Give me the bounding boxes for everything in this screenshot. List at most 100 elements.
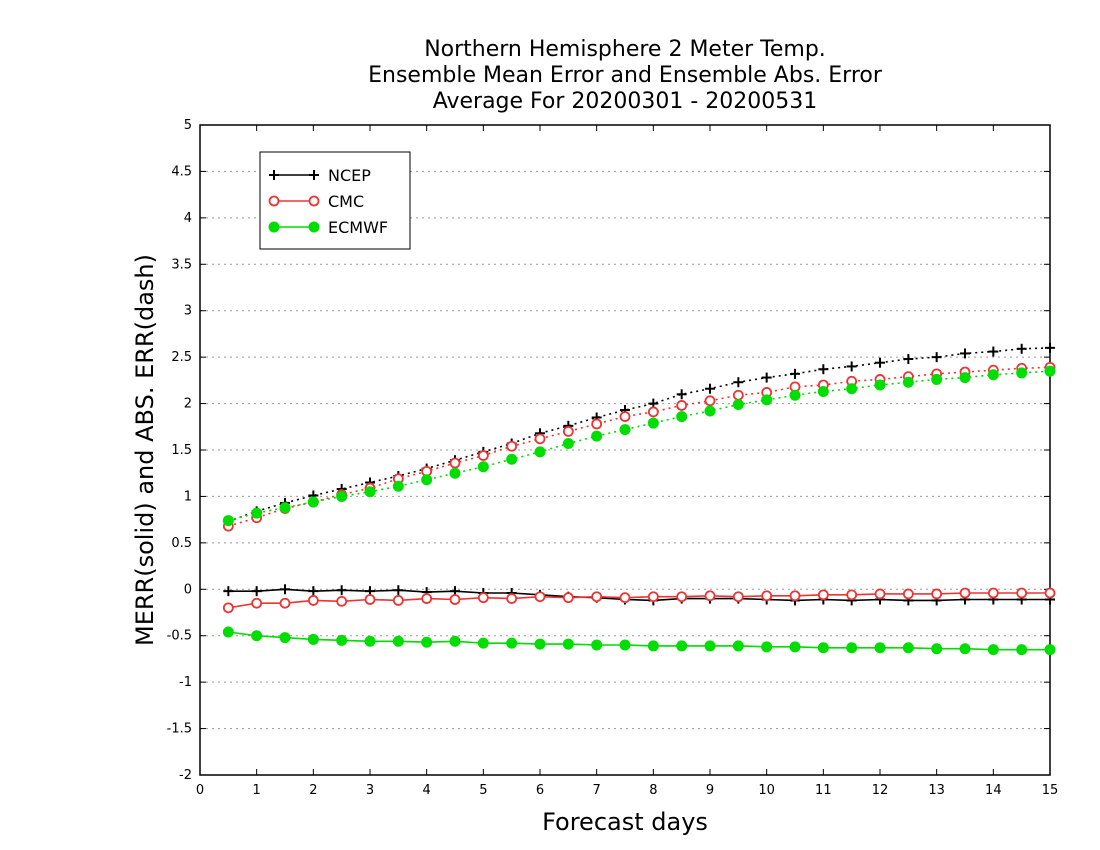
ecmwf-merr-point <box>421 636 433 648</box>
cmc-merr-point <box>279 597 291 609</box>
legend-label: ECMWF <box>328 218 388 237</box>
ecmwf-abs-err-point <box>619 424 631 436</box>
x-tick-label: 8 <box>649 783 657 798</box>
ecmwf-abs-err-point <box>562 438 574 449</box>
chart-title-line-2: Ensemble Mean Error and Ensemble Abs. Er… <box>368 63 882 88</box>
ecmwf-merr-point <box>279 632 291 644</box>
ncep-abs-err-point <box>1045 342 1055 353</box>
ecmwf-abs-err-point <box>987 369 999 381</box>
y-tick-label: 0 <box>184 582 192 597</box>
cmc-abs-err-point <box>562 426 574 437</box>
y-tick-label: -0.5 <box>167 629 192 644</box>
ecmwf-abs-err-point <box>251 507 263 519</box>
ncep-abs-err-point <box>1016 343 1027 354</box>
y-tick-label: 3.5 <box>171 257 192 272</box>
cmc-abs-err-point <box>477 450 489 461</box>
cmc-merr-point <box>1044 587 1056 599</box>
ecmwf-merr-point <box>931 643 943 655</box>
ecmwf-merr-point <box>222 626 234 638</box>
cmc-merr-point <box>449 594 461 605</box>
cmc-merr-point <box>307 595 319 606</box>
ecmwf-merr-point <box>817 642 829 654</box>
ecmwf-merr-point <box>987 644 999 656</box>
x-axis-label: Forecast days <box>542 808 708 836</box>
cmc-abs-err-point <box>704 395 716 407</box>
cmc-abs-err-point <box>619 411 631 422</box>
ecmwf-abs-err-point <box>676 411 688 423</box>
x-tick-label: 14 <box>985 783 1002 798</box>
cmc-merr-point <box>959 587 971 599</box>
x-tick-label: 4 <box>423 783 431 798</box>
ecmwf-merr-point <box>874 642 886 654</box>
cmc-merr-point <box>506 593 518 604</box>
ecmwf-merr-point <box>647 640 659 652</box>
ecmwf-abs-err-point <box>591 430 603 442</box>
cmc-merr-point <box>817 589 829 601</box>
cmc-merr-point <box>336 595 348 607</box>
legend: NCEP CMC ECMWF <box>259 151 411 250</box>
ncep-abs-err-point <box>988 346 999 357</box>
cmc-merr-point <box>222 602 234 614</box>
axis-ticks: -2-1.5-1-0.500.511.522.533.544.550 1 2 3 4 5 6… <box>167 118 1059 798</box>
cmc-abs-err-point <box>591 418 603 430</box>
ncep-merr-point <box>393 585 404 596</box>
cmc-merr-point <box>931 588 943 600</box>
ecmwf-merr-point <box>732 640 744 652</box>
ncep-merr-point <box>251 586 262 597</box>
ecmwf-abs-err-point <box>959 372 971 384</box>
x-tick-label: 10 <box>758 783 775 798</box>
cmc-merr-point <box>761 590 773 602</box>
ecmwf-merr-point <box>761 641 773 653</box>
ncep-abs-err-point <box>931 352 942 363</box>
series-cmc <box>222 361 1056 614</box>
ecmwf-abs-err-point <box>789 389 801 401</box>
cmc-merr-point <box>704 590 716 602</box>
y-tick-label: -1 <box>179 675 192 690</box>
ecmwf-merr-point <box>902 642 914 654</box>
ecmwf-merr-point <box>364 635 376 647</box>
ecmwf-abs-err-point <box>1016 367 1028 379</box>
ncep-abs-err-line <box>228 347 1051 523</box>
ecmwf-abs-err-point <box>902 376 914 388</box>
ncep-abs-err-point <box>960 348 970 359</box>
x-tick-label: 3 <box>366 783 374 798</box>
x-tick-label: 15 <box>1042 783 1059 798</box>
cmc-abs-err-point <box>449 457 461 469</box>
cmc-merr-point <box>251 597 263 609</box>
ecmwf-merr-point <box>307 633 319 645</box>
x-tick-label: 11 <box>815 783 832 798</box>
y-tick-label: 0.5 <box>171 536 192 551</box>
cmc-merr-point <box>421 593 433 604</box>
x-tick-label: 6 <box>536 783 544 798</box>
ecmwf-merr-point <box>506 637 518 649</box>
ecmwf-abs-err-point <box>222 515 234 527</box>
ncep-abs-err-point <box>846 361 857 372</box>
x-tick-label: 13 <box>928 783 945 798</box>
ecmwf-abs-err-point <box>449 467 461 479</box>
y-tick-label: 1.5 <box>171 443 192 458</box>
ecmwf-abs-err-line <box>228 370 1051 522</box>
cmc-merr-point <box>874 588 886 600</box>
cmc-merr-point <box>732 591 744 603</box>
ecmwf-abs-err-point <box>534 446 546 458</box>
cmc-abs-err-point <box>676 400 688 411</box>
y-tick-label: 2.5 <box>171 350 192 365</box>
legend-label: NCEP <box>328 166 371 185</box>
ncep-merr-point <box>336 585 347 596</box>
ncep-abs-err-point <box>818 364 829 375</box>
x-tick-label: 9 <box>706 783 714 798</box>
ecmwf-abs-err-point <box>846 383 858 395</box>
chart-title-line-1: Northern Hemisphere 2 Meter Temp. <box>424 37 826 62</box>
ecmwf-merr-point <box>562 638 574 650</box>
ncep-merr-point <box>308 586 319 597</box>
ncep-abs-err-point <box>705 383 715 394</box>
y-tick-label: 3 <box>184 304 192 319</box>
y-tick-label: 4 <box>184 211 192 226</box>
cmc-merr-point <box>846 589 858 601</box>
x-tick-label: 1 <box>253 783 261 798</box>
ecmwf-merr-point <box>534 638 546 650</box>
ecmwf-abs-err-point <box>506 453 518 465</box>
legend-item-ecmwf: ECMWF <box>268 218 388 237</box>
y-axis-label: MERR(solid) and ABS. ERR(dash) <box>131 254 159 646</box>
